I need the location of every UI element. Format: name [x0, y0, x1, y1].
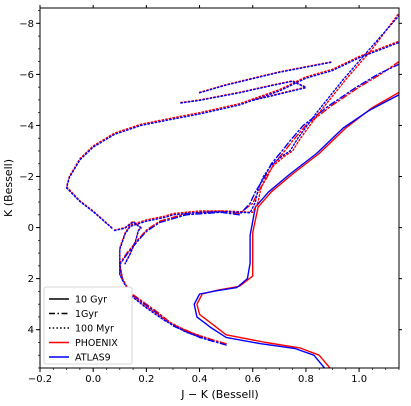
y-axis-label: K (Bessell) — [2, 159, 15, 217]
isochrone-phoenix-4 — [65, 40, 399, 229]
legend-label-4: ATLAS9 — [75, 353, 111, 364]
x-tick-label-5: 0.8 — [298, 374, 314, 385]
legend-label-1: 1Gyr — [75, 309, 98, 320]
plot-frame — [39, 7, 400, 369]
legend-label-3: PHOENIX — [75, 338, 118, 349]
y-tick-label-1: −6 — [19, 70, 34, 81]
x-tick-label-1: 0.0 — [85, 374, 101, 385]
y-tick-label-6: 4 — [28, 325, 34, 336]
isochrone-atlas9-5 — [180, 80, 307, 104]
isochrone-phoenix-2 — [119, 12, 399, 341]
x-tick-label-6: 1.0 — [351, 374, 367, 385]
x-tick-label-2: 0.2 — [138, 374, 154, 385]
x-axis-label: J − K (Bessell) — [180, 388, 258, 401]
x-tick-label-0: −0.2 — [28, 374, 52, 385]
x-tick-label-3: 0.4 — [192, 374, 208, 385]
y-tick-label-2: −4 — [19, 121, 34, 132]
isochrone-atlas9-2 — [119, 14, 399, 342]
isochrone-atlas9-1 — [119, 63, 399, 346]
axes-layer: −0.2 0.0 0.2 0.4 0.6 0.8 1.0 −8 −6 −4 −2 0 2 4 — [19, 5, 402, 385]
isochrone-phoenix-1 — [119, 60, 399, 345]
legend-box — [43, 286, 133, 365]
isochrone-atlas9-3 — [113, 221, 142, 265]
isochrone-atlas9-4 — [65, 41, 399, 229]
y-tick-label-5: 2 — [28, 274, 34, 285]
legend-label-2: 100 Myr — [75, 324, 114, 335]
legend: 10 Gyr 1Gyr 100 Myr PHOENIX ATLAS9 — [43, 286, 133, 365]
x-tick-label-4: 0.6 — [245, 374, 261, 385]
legend-label-0: 10 Gyr — [75, 295, 107, 306]
isochrone-atlas9-0 — [193, 94, 399, 368]
y-tick-label-3: −2 — [19, 172, 34, 183]
y-tick-label-4: 0 — [28, 223, 34, 234]
isochrone-atlas9-6 — [198, 61, 334, 94]
y-tick-label-0: −8 — [19, 19, 34, 30]
curves-layer — [65, 12, 399, 368]
